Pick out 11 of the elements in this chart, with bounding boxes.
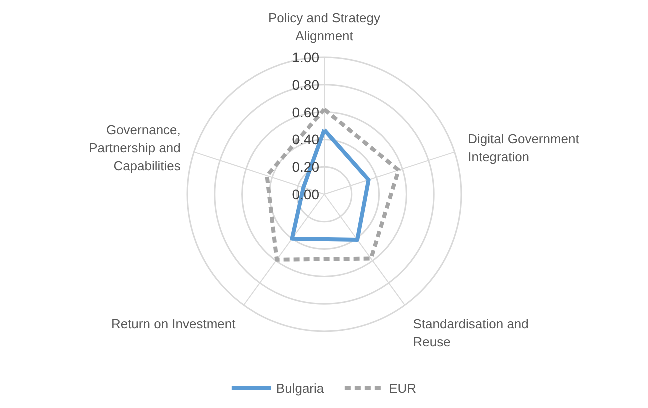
legend-label: Bulgaria — [276, 380, 324, 396]
legend-label: EUR — [389, 380, 417, 396]
spoke-label: Governance, Partnership and Capabilities — [89, 122, 182, 174]
spoke-label: Standardisation and Reuse — [413, 316, 529, 350]
spoke-label: Digital Government Integration — [468, 131, 580, 164]
spoke-label: Return on Investment — [111, 316, 236, 332]
spoke-label: Policy and Strategy Alignment — [268, 10, 381, 44]
y-tick-label: 0.40 — [292, 132, 320, 148]
y-tick-label: 0.60 — [292, 104, 320, 120]
y-tick-label: 0.80 — [292, 76, 320, 93]
y-tick-label: 1.00 — [292, 50, 320, 66]
